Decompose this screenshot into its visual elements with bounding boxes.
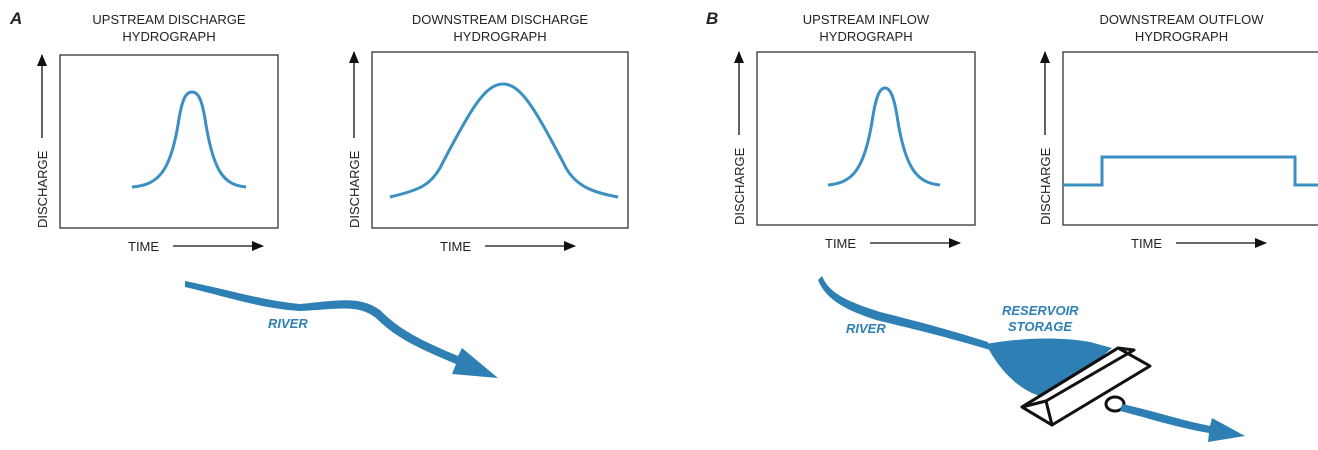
reservoir-label: RESERVOIR — [1002, 303, 1079, 318]
plot-frame — [371, 51, 629, 229]
y-axis-label: DISCHARGE — [347, 150, 362, 228]
x-axis-label: TIME — [128, 239, 159, 254]
plot-frame — [756, 51, 976, 226]
x-axis-label: TIME — [825, 236, 856, 251]
chart-title: HYDROGRAPH — [453, 29, 546, 44]
x-axis-label: TIME — [440, 239, 471, 254]
y-axis-label: DISCHARGE — [1038, 147, 1053, 225]
chart-title: UPSTREAM INFLOW — [803, 12, 930, 27]
y-axis-label: DISCHARGE — [732, 147, 747, 225]
river — [185, 281, 498, 378]
chart-title: HYDROGRAPH — [819, 29, 912, 44]
hydrograph-curve — [389, 82, 619, 199]
chart-title: DOWNSTREAM OUTFLOW — [1100, 12, 1265, 27]
plot-frame — [59, 54, 279, 229]
river — [1120, 404, 1245, 442]
chart-title: DOWNSTREAM DISCHARGE — [412, 12, 589, 27]
chart-title: HYDROGRAPH — [1135, 29, 1228, 44]
chart-title: UPSTREAM DISCHARGE — [92, 12, 245, 27]
plot-frame — [1062, 51, 1318, 226]
y-axis-label: DISCHARGE — [35, 150, 50, 228]
reservoir-label: STORAGE — [1008, 319, 1072, 334]
panel-label: A — [9, 9, 22, 28]
river — [818, 276, 990, 350]
dam — [1020, 346, 1152, 427]
river-label: RIVER — [268, 316, 308, 331]
chart-title: HYDROGRAPH — [122, 29, 215, 44]
x-axis-label: TIME — [1131, 236, 1162, 251]
hydrograph-curve — [131, 90, 247, 189]
hydrographs: UPSTREAM DISCHARGE HYDROGRAPH DISCHARGE TIM… — [35, 12, 1318, 254]
hydrograph-curve — [1063, 155, 1318, 187]
panel-label: B — [706, 9, 718, 28]
river-label: RIVER — [846, 321, 886, 336]
reservoir — [986, 338, 1112, 396]
hydrograph-curve — [827, 86, 941, 187]
